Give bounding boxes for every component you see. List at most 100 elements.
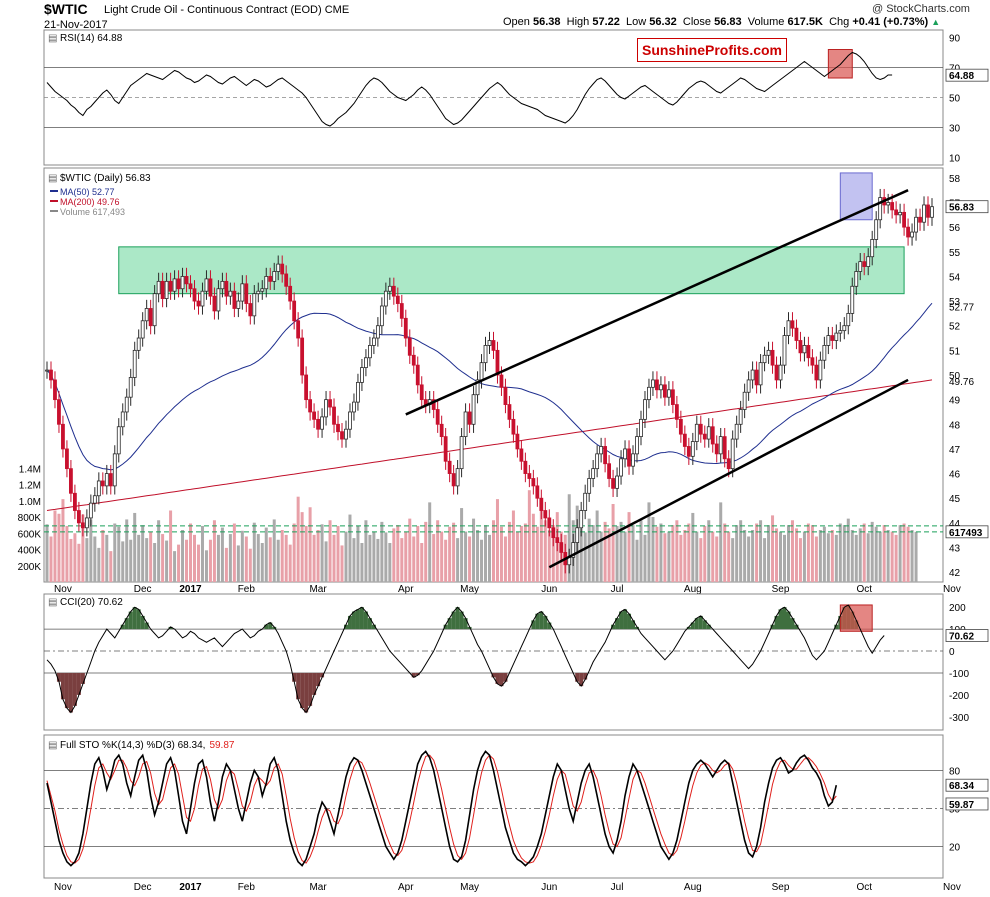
- volume-bar: [45, 524, 49, 582]
- candle-body: [252, 293, 257, 317]
- candle-body: [144, 308, 149, 322]
- volume-tick-label: 1.2M: [19, 481, 41, 492]
- rsi-title: RSI(14) 64.88: [60, 33, 123, 44]
- candle-body: [375, 325, 380, 339]
- volume-bar: [73, 533, 77, 582]
- volume-bar: [93, 536, 97, 582]
- candle-body: [918, 216, 922, 223]
- candle-body: [603, 446, 608, 465]
- price-x-label: Oct: [856, 584, 872, 595]
- volume-bar: [866, 533, 870, 582]
- up-arrow-icon: ▲: [931, 17, 941, 27]
- candle-body: [280, 263, 285, 275]
- volume-bar: [619, 521, 623, 582]
- candle-body: [694, 423, 699, 442]
- price-tick-label: 47: [949, 445, 961, 456]
- candle-body: [96, 480, 101, 497]
- volume-bar: [719, 502, 723, 582]
- volume-bar: [232, 523, 236, 582]
- volume-bar: [296, 496, 300, 582]
- candle-body: [196, 300, 201, 307]
- candle-body: [65, 448, 69, 470]
- price-tick-label: 43: [949, 544, 961, 555]
- chg-label: Chg: [829, 16, 850, 28]
- candle-body: [722, 436, 727, 460]
- candle-body: [710, 426, 715, 445]
- volume-bar: [452, 522, 456, 582]
- volume-bar: [631, 525, 635, 582]
- candle-body: [364, 357, 368, 369]
- price-tick-label: 46: [949, 470, 961, 481]
- candle-body: [627, 448, 631, 467]
- candle-body: [706, 426, 711, 440]
- volume-bar: [352, 538, 356, 582]
- candle-body: [902, 211, 906, 228]
- candle-body: [587, 478, 592, 494]
- volume-bar: [838, 523, 842, 582]
- volume-bar: [567, 494, 571, 582]
- volume-bar: [236, 545, 240, 582]
- price-tick-label: 58: [949, 174, 961, 185]
- candle-body: [324, 399, 328, 418]
- volume-bar: [547, 530, 551, 582]
- volume-bar: [611, 504, 615, 582]
- volume-bar: [591, 525, 595, 582]
- candle-body: [491, 340, 496, 351]
- candle-body: [124, 396, 129, 413]
- price-marker-label-box: [945, 200, 989, 214]
- volume-bar: [200, 525, 204, 582]
- candle-body: [411, 354, 416, 366]
- volume-tick-label: 800K: [18, 513, 42, 524]
- volume-bar: [472, 518, 476, 582]
- volume-bar: [288, 544, 292, 582]
- legend-item: MA(200) 49.76: [60, 197, 120, 207]
- ma200-line: [46, 379, 933, 511]
- volume-bar: [535, 526, 539, 582]
- volume-bar: [320, 524, 324, 582]
- volume-bar: [476, 530, 480, 582]
- volume-bar: [539, 507, 543, 582]
- candle-body: [599, 446, 604, 455]
- candle-body: [368, 345, 372, 359]
- stoch-x-label: Nov: [54, 882, 72, 893]
- candle-body: [551, 527, 556, 539]
- candle-body: [870, 239, 875, 258]
- volume-bar: [759, 520, 763, 582]
- volume-bar: [775, 528, 779, 582]
- price-title: $WTIC (Daily) 56.83: [60, 173, 151, 184]
- volume-bar: [531, 513, 535, 582]
- candle-body: [814, 364, 819, 381]
- volume-bar: [830, 530, 834, 582]
- candle-body: [224, 280, 229, 297]
- candle-body: [73, 492, 77, 511]
- volume-bar: [121, 541, 125, 582]
- volume-bar: [280, 530, 284, 582]
- volume-bar: [488, 534, 491, 582]
- candle-body: [487, 340, 492, 346]
- candle-body: [300, 337, 305, 376]
- volume-current-label-box: [945, 525, 989, 539]
- cci-tick-label: 200: [949, 603, 966, 614]
- candle-body: [906, 226, 910, 238]
- candle-body: [152, 293, 157, 327]
- candle-body: [523, 460, 528, 474]
- stoch-x-label: Dec: [134, 882, 152, 893]
- volume-bar: [396, 525, 400, 582]
- volume-bar: [101, 530, 105, 582]
- volume-bar: [81, 514, 85, 582]
- volume-bar: [388, 543, 392, 582]
- candle-body: [503, 386, 508, 405]
- candle-body: [399, 303, 404, 319]
- volume-bar: [193, 534, 196, 582]
- volume-bar: [460, 508, 464, 582]
- candle-body: [894, 209, 899, 216]
- candle-body: [790, 320, 795, 329]
- candle-body: [304, 374, 309, 401]
- price-x-label: Mar: [309, 584, 327, 595]
- volume-bar: [659, 523, 663, 582]
- volume-bar: [723, 523, 727, 582]
- volume-bar: [914, 531, 918, 582]
- volume-bar: [300, 512, 304, 582]
- stoch-d-line: [46, 754, 837, 864]
- candle-body: [395, 295, 400, 304]
